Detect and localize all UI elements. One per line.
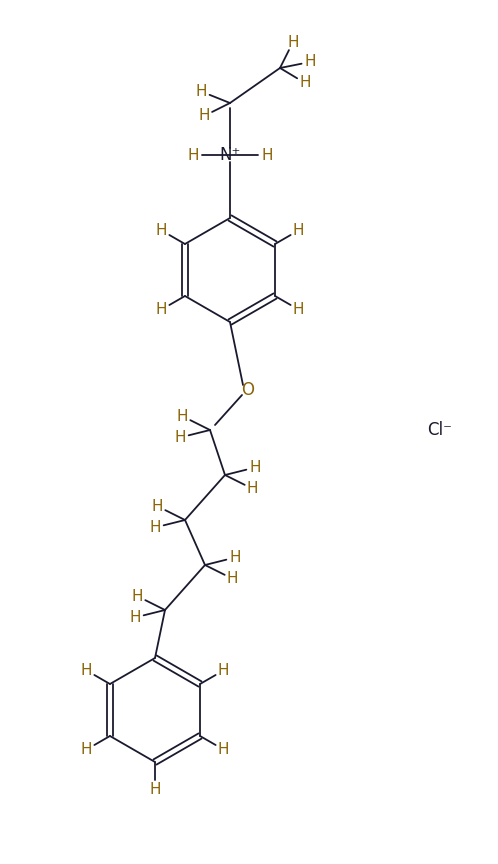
Text: H: H (156, 302, 167, 317)
Text: H: H (293, 302, 304, 317)
Text: H: H (81, 663, 92, 678)
Text: H: H (218, 742, 229, 757)
Text: H: H (227, 571, 239, 587)
Text: N⁺: N⁺ (219, 146, 241, 164)
Text: O: O (242, 381, 254, 399)
Text: H: H (174, 430, 186, 445)
Text: H: H (131, 588, 143, 604)
Text: H: H (149, 782, 161, 797)
Text: H: H (176, 409, 188, 423)
Text: H: H (299, 75, 311, 91)
Text: H: H (151, 499, 163, 513)
Text: H: H (287, 35, 299, 49)
Text: H: H (196, 84, 207, 99)
Text: Cl⁻: Cl⁻ (428, 421, 453, 439)
Text: H: H (247, 481, 258, 496)
Text: H: H (156, 223, 167, 238)
Text: H: H (129, 610, 140, 625)
Text: H: H (293, 223, 304, 238)
Text: H: H (218, 663, 229, 678)
Text: H: H (149, 520, 161, 535)
Text: H: H (187, 148, 199, 162)
Text: H: H (229, 550, 241, 565)
Text: H: H (198, 109, 210, 124)
Text: H: H (261, 148, 273, 162)
Text: H: H (81, 742, 92, 757)
Text: H: H (305, 54, 316, 69)
Text: H: H (249, 460, 261, 475)
